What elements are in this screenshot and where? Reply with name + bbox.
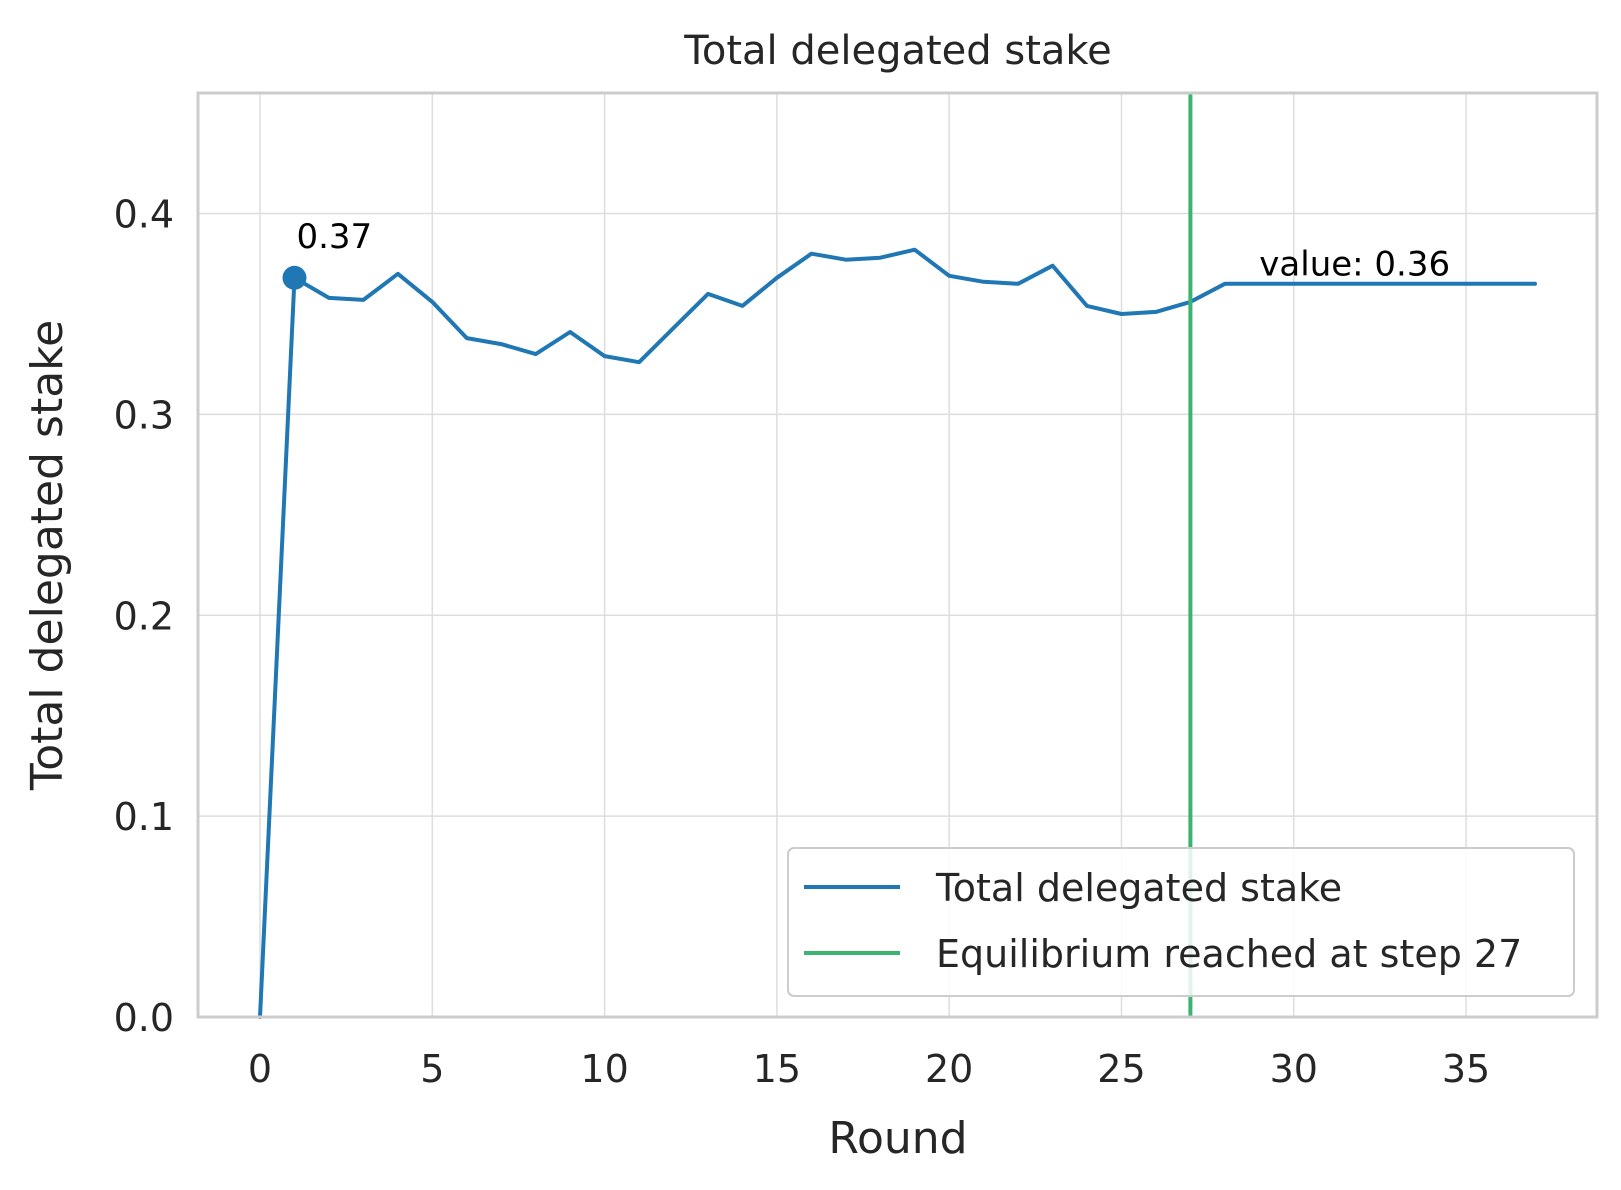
x-tick-label: 20 (925, 1047, 973, 1091)
highlight-marker (282, 265, 307, 290)
legend-label-series: Total delegated stake (935, 866, 1342, 910)
legend: Total delegated stake Equilibrium reache… (787, 847, 1575, 997)
x-tick-label: 0 (248, 1047, 272, 1091)
annotation-peak-label: 0.37 (296, 217, 372, 257)
annotation-value-label: value: 0.36 (1259, 245, 1450, 285)
plot-frame (196, 91, 1599, 1019)
x-tick-label: 35 (1442, 1047, 1490, 1091)
y-tick-labels: 0.0 0.1 0.2 0.3 0.4 (114, 193, 174, 1040)
x-axis-label: Round (828, 1113, 967, 1164)
chart-title: Total delegated stake (683, 28, 1112, 74)
series-line (258, 247, 1537, 1019)
annotations: 0.37 value: 0.36 (282, 217, 1450, 290)
x-tick-label: 25 (1097, 1047, 1145, 1091)
x-tick-label: 15 (753, 1047, 801, 1091)
y-tick-label: 0.0 (114, 996, 174, 1040)
y-tick-label: 0.4 (114, 193, 174, 237)
x-tick-labels: 0 5 10 15 20 25 30 35 (248, 1047, 1490, 1091)
x-tick-label: 5 (420, 1047, 444, 1091)
x-tick-label: 30 (1270, 1047, 1318, 1091)
x-tick-label: 10 (580, 1047, 628, 1091)
y-tick-label: 0.2 (114, 594, 174, 638)
legend-box (787, 847, 1575, 997)
legend-label-equilibrium: Equilibrium reached at step 27 (936, 932, 1522, 976)
y-tick-label: 0.1 (114, 795, 174, 839)
y-axis-label: Total delegated stake (22, 320, 73, 791)
y-tick-label: 0.3 (114, 393, 174, 437)
